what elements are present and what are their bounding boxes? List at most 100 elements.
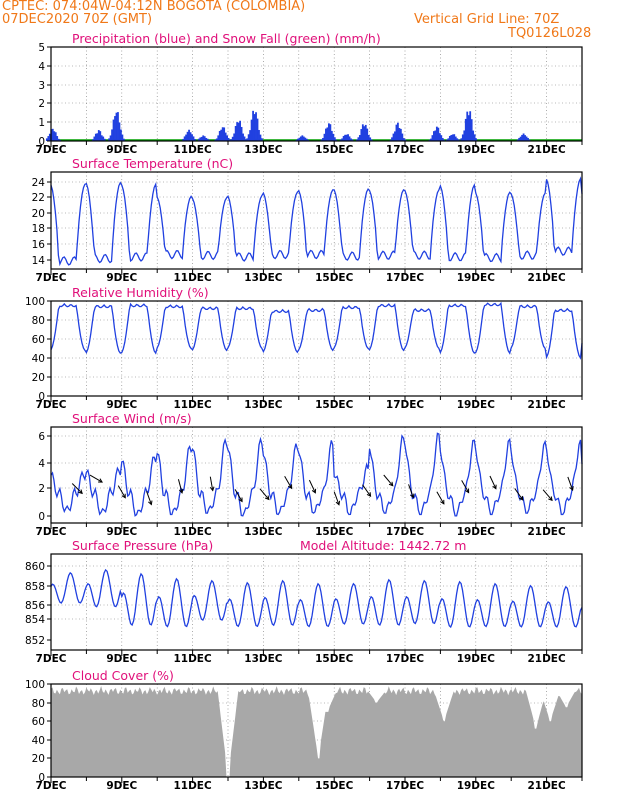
precip-bar xyxy=(356,139,358,141)
precip-bar xyxy=(460,138,463,141)
precip-bar xyxy=(447,138,450,141)
temp-ytick-label: 24 xyxy=(32,177,46,189)
header-run-date: 07DEC2020 70Z (GMT) xyxy=(2,12,153,27)
precip-bar xyxy=(348,136,351,141)
wind-xtick-label: 11DEC xyxy=(173,526,212,538)
rh-xtick-label: 21DEC xyxy=(527,399,566,411)
precip-bar xyxy=(332,133,335,141)
precip-xtick-label: 13DEC xyxy=(244,144,283,156)
rh-ytick-label: 80 xyxy=(32,315,45,327)
wind-vector-arrow xyxy=(514,488,524,501)
precip-bar xyxy=(445,139,448,141)
precip-bar xyxy=(117,112,119,141)
wind-series-line xyxy=(50,432,583,517)
precip-bar xyxy=(96,133,99,141)
precip-bar xyxy=(437,127,440,141)
precip-bar xyxy=(402,138,405,141)
rh-xtick-label: 9DEC xyxy=(106,399,137,411)
precip-bar xyxy=(47,136,50,141)
precip-bar xyxy=(249,130,252,141)
precip-xtick-label: 9DEC xyxy=(106,144,137,156)
pres-xtick-label: 19DEC xyxy=(457,653,496,665)
wind-vector-head xyxy=(440,499,445,505)
pres-frame xyxy=(50,553,583,651)
wind-xtick-label: 13DEC xyxy=(244,526,283,538)
precip-bar xyxy=(227,137,230,141)
temp-xtick-label: 19DEC xyxy=(457,272,496,284)
precip-bar xyxy=(301,135,304,141)
precip-bar xyxy=(451,134,454,141)
precip-bar xyxy=(245,139,247,141)
precip-xtick-label: 7DEC xyxy=(36,144,67,156)
rh-ytick-label: 40 xyxy=(32,353,45,365)
precip-xtick-label: 21DEC xyxy=(527,144,566,156)
precip-bar xyxy=(259,134,262,141)
temp-xtick-label: 13DEC xyxy=(244,272,283,284)
precip-bar xyxy=(397,122,399,141)
precip-bar xyxy=(434,130,437,141)
precip-bar xyxy=(189,132,192,141)
cloud-xtick-label: 19DEC xyxy=(457,780,496,792)
precip-bar xyxy=(111,129,113,141)
wind-ytick-label: 2 xyxy=(38,483,45,495)
precip-ytick-label: 1 xyxy=(38,117,45,129)
precip-bar xyxy=(467,115,470,141)
precip-bar xyxy=(330,130,333,141)
precip-bar xyxy=(226,135,229,141)
precip-bar xyxy=(203,136,206,141)
pres-xtick-label: 7DEC xyxy=(36,653,67,665)
precip-bar xyxy=(120,129,122,141)
rh-xtick-label: 11DEC xyxy=(173,399,212,411)
header-grid-line: Vertical Grid Line: 70Z xyxy=(414,12,560,27)
cloud-xtick-label: 7DEC xyxy=(36,780,67,792)
pres-ytick-label: 852 xyxy=(25,635,45,647)
pres-annotation: Model Altitude: 1442.72 m xyxy=(300,538,466,553)
precip-bar xyxy=(525,136,528,141)
precip-xtick-label: 19DEC xyxy=(457,144,496,156)
temp-series-line xyxy=(50,176,583,267)
precip-xtick-label: 17DEC xyxy=(386,144,425,156)
precip-bar xyxy=(395,124,398,141)
precip-bar xyxy=(302,136,305,141)
pres-xtick-label: 15DEC xyxy=(315,653,354,665)
cloud-cover-area xyxy=(51,686,582,777)
precip-bar xyxy=(205,137,208,141)
temp-frame xyxy=(50,171,583,270)
wind-ytick-label: 6 xyxy=(38,431,45,443)
cloud-xtick-label: 15DEC xyxy=(315,780,354,792)
wind-vector-head xyxy=(335,500,341,506)
temp-xtick-label: 11DEC xyxy=(173,272,212,284)
precip-bar xyxy=(121,134,124,141)
precip-bar xyxy=(206,138,209,141)
precip-bar xyxy=(188,129,190,141)
precip-bar xyxy=(297,138,299,141)
precip-bar xyxy=(108,138,111,141)
precip-bar xyxy=(528,139,531,141)
wind-vector-arrow xyxy=(209,476,214,491)
precip-bar xyxy=(185,134,188,141)
precip-bar xyxy=(304,137,307,141)
wind-vector-head xyxy=(148,500,153,506)
temp-ytick-label: 16 xyxy=(32,239,46,251)
wind-vector-head xyxy=(98,478,103,483)
precip-bar xyxy=(234,125,237,141)
precip-bar xyxy=(199,137,202,141)
wind-vector-head xyxy=(238,497,243,503)
wind-vector-head xyxy=(209,486,215,492)
wind-vector-head xyxy=(121,493,126,499)
precip-bar xyxy=(440,135,443,141)
wind-xtick-label: 15DEC xyxy=(315,526,354,538)
cloud-xtick-label: 13DEC xyxy=(244,780,283,792)
precip-bar xyxy=(431,135,434,141)
precip-bar xyxy=(237,122,240,141)
precip-bar xyxy=(258,129,260,141)
precip-bar xyxy=(461,134,464,141)
precip-bar xyxy=(453,134,456,141)
precip-bar xyxy=(466,111,469,141)
header-site: CPTEC: 074:04W-04:12N BOGOTA (COLOMBIA) xyxy=(2,0,306,14)
pres-ytick-label: 858 xyxy=(25,581,45,593)
cloud-ytick-label: 60 xyxy=(32,716,45,728)
precip-bar xyxy=(518,137,521,141)
precip-bar xyxy=(472,130,475,141)
precip-bar xyxy=(524,135,526,141)
